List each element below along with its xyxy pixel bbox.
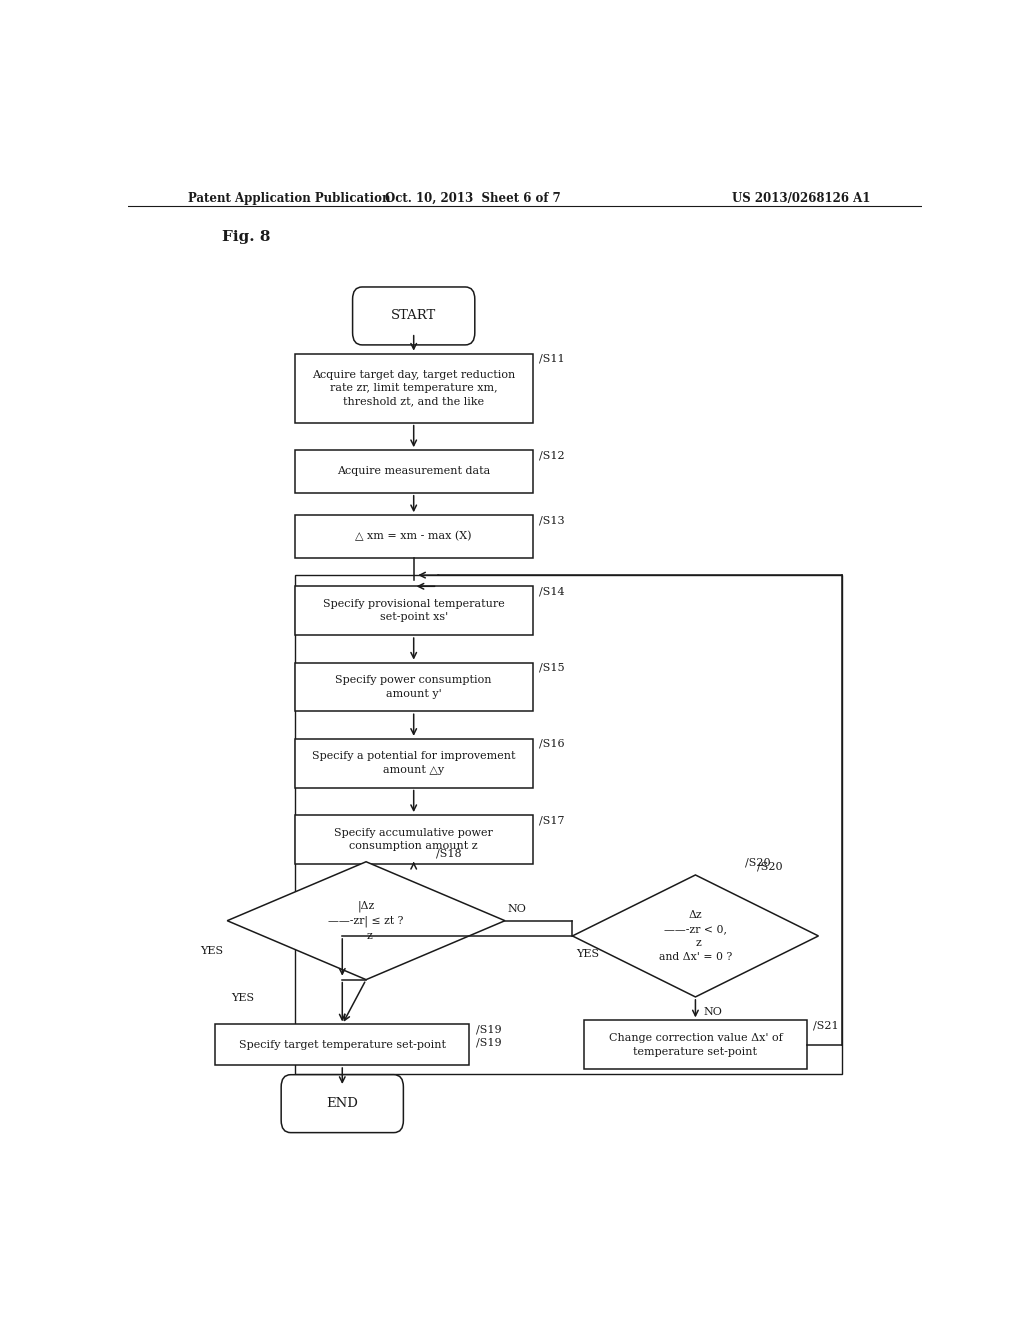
Text: Δz
——-zr < 0,
  z
and Δx' = 0 ?: Δz ——-zr < 0, z and Δx' = 0 ? (658, 909, 732, 962)
Bar (295, 515, 532, 558)
Text: /S12: /S12 (539, 450, 564, 461)
Bar (295, 354, 532, 422)
Bar (215, 1024, 469, 1065)
Text: /S15: /S15 (539, 663, 564, 673)
Text: Oct. 10, 2013  Sheet 6 of 7: Oct. 10, 2013 Sheet 6 of 7 (385, 191, 561, 205)
Text: /S11: /S11 (539, 354, 564, 363)
Text: YES: YES (577, 949, 599, 960)
Text: /S19: /S19 (475, 1024, 501, 1035)
Bar (295, 739, 532, 788)
Text: US 2013/0268126 A1: US 2013/0268126 A1 (731, 191, 870, 205)
Text: START: START (391, 309, 436, 322)
Text: /S16: /S16 (539, 739, 564, 748)
Text: △ xm = xm - max (X): △ xm = xm - max (X) (355, 532, 472, 541)
Text: NO: NO (507, 903, 526, 913)
Text: Fig. 8: Fig. 8 (221, 230, 270, 244)
Text: YES: YES (231, 993, 254, 1003)
Text: END: END (327, 1097, 358, 1110)
Text: /S19: /S19 (475, 1038, 501, 1048)
Bar (295, 576, 842, 1074)
Text: Patent Application Publication: Patent Application Publication (187, 191, 390, 205)
Text: /S17: /S17 (539, 814, 564, 825)
Text: /S20: /S20 (744, 858, 770, 867)
Text: NO: NO (703, 1007, 722, 1018)
Text: /S20: /S20 (757, 862, 782, 871)
Text: Specify provisional temperature
set-point xs': Specify provisional temperature set-poin… (323, 599, 505, 623)
Text: Acquire measurement data: Acquire measurement data (337, 466, 490, 477)
Text: |Δz
——-zr| ≤ zt ?
  z: |Δz ——-zr| ≤ zt ? z (329, 900, 403, 941)
Bar (295, 450, 532, 492)
Text: Specify accumulative power
consumption amount z: Specify accumulative power consumption a… (334, 828, 494, 851)
Bar (295, 663, 532, 711)
Text: Specify power consumption
amount y': Specify power consumption amount y' (336, 675, 492, 698)
Text: Specify target temperature set-point: Specify target temperature set-point (239, 1040, 445, 1049)
Text: Change correction value Δx' of
temperature set-point: Change correction value Δx' of temperatu… (608, 1034, 782, 1056)
Bar (295, 814, 532, 863)
Text: /S18: /S18 (435, 849, 461, 858)
Text: /S13: /S13 (539, 515, 564, 525)
Text: Specify a potential for improvement
amount △y: Specify a potential for improvement amou… (312, 751, 515, 775)
Polygon shape (227, 862, 505, 979)
Text: YES: YES (200, 946, 223, 956)
FancyBboxPatch shape (352, 286, 475, 345)
Text: Acquire target day, target reduction
rate zr, limit temperature xm,
threshold zt: Acquire target day, target reduction rat… (312, 370, 515, 407)
Polygon shape (572, 875, 818, 997)
Bar (585, 1020, 807, 1069)
FancyBboxPatch shape (282, 1074, 403, 1133)
Bar (295, 586, 532, 635)
Text: /S21: /S21 (813, 1020, 839, 1031)
Text: /S14: /S14 (539, 586, 564, 597)
